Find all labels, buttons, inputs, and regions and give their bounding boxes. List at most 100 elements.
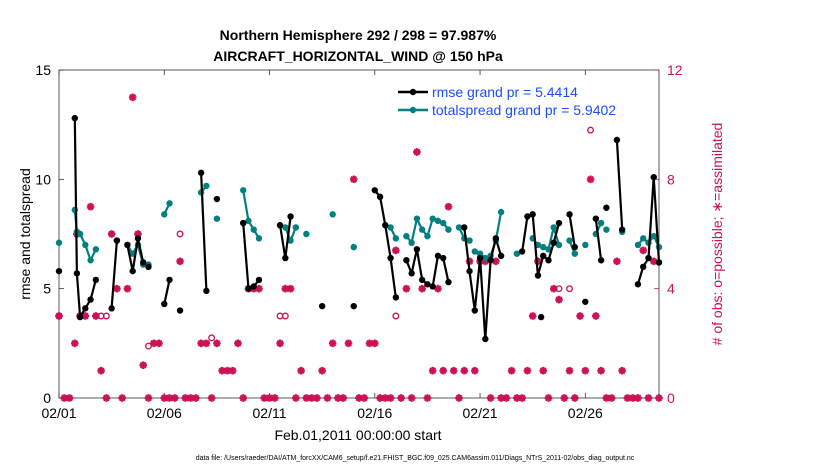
spread-point-13-1 xyxy=(387,224,394,231)
spread-point-8-3 xyxy=(255,235,263,242)
obs-assimilated-point-98 xyxy=(565,366,574,375)
spread-point-9-3 xyxy=(292,224,300,231)
obs-assimilated-point-24 xyxy=(176,257,184,266)
rmse-point-12-0 xyxy=(350,302,357,310)
obs-assimilated-point-59 xyxy=(360,394,369,402)
rmse-point-14-6 xyxy=(434,252,442,260)
obs-assimilated-point-42 xyxy=(270,394,279,402)
obs-assimilated-point-27 xyxy=(192,394,200,402)
chart-subtitle: AIRCRAFT_HORIZONTAL_WIND @ 150 hPa xyxy=(213,48,503,64)
obs-assimilated-point-61 xyxy=(370,339,379,348)
rmse-point-14-3 xyxy=(418,276,426,284)
obs-assimilated-point-108 xyxy=(618,366,626,375)
rmse-line-segment-20 xyxy=(594,218,603,261)
spread-point-11-0 xyxy=(329,211,336,218)
obs-assimilated-point-47 xyxy=(297,366,305,375)
rmse-point-4-0 xyxy=(145,263,152,270)
y-right-tick-label-3: 12 xyxy=(667,62,683,78)
obs-possible-point-4 xyxy=(145,342,152,350)
obs-possible-point-0 xyxy=(55,312,63,320)
spread-point-9-2 xyxy=(287,237,294,244)
obs-assimilated-point-89 xyxy=(518,394,526,402)
obs-assimilated-point-115 xyxy=(655,394,663,402)
obs-assimilated-point-99 xyxy=(570,394,579,402)
rmse-point-14-8 xyxy=(445,278,452,286)
rmse-point-14-0 xyxy=(403,257,410,264)
spread-point-20-0 xyxy=(566,237,573,244)
spread-point-8-1 xyxy=(245,217,252,225)
obs-assimilated-point-48 xyxy=(302,394,311,402)
rmse-point-16-5 xyxy=(545,257,552,264)
obs-assimilated-point-64 xyxy=(386,394,395,402)
spread-point-25-3 xyxy=(650,232,657,240)
obs-assimilated-point-35 xyxy=(234,339,242,348)
rmse-point-15-0 xyxy=(461,224,468,231)
rmse-point-9-0 xyxy=(240,219,247,227)
rmse-line-segment-2 xyxy=(110,240,118,309)
y-tick-label-3: 15 xyxy=(35,62,51,78)
rmse-point-16-7 xyxy=(555,219,563,227)
obs-assimilated-point-39 xyxy=(255,284,263,293)
obs-possible-point-6 xyxy=(208,334,216,342)
rmse-point-15-4 xyxy=(482,335,489,343)
x-axis: 02/01 02/06 02/11 02/16 02/21 02/26 xyxy=(41,70,603,421)
obs-assimilated-point-73 xyxy=(434,284,442,293)
obs-assimilated-point-66 xyxy=(397,394,405,402)
obs-assimilated-point-20 xyxy=(155,339,163,348)
spread-point-8-2 xyxy=(250,226,257,233)
spread-point-25-0 xyxy=(634,241,642,249)
obs-assimilated-point-43 xyxy=(276,339,284,348)
rmse-point-5-0 xyxy=(161,300,168,308)
rmse-point-14-7 xyxy=(440,254,447,262)
spread-point-23-0 xyxy=(603,226,610,233)
spread-point-0-0 xyxy=(55,239,63,246)
obs-assimilated-point-86 xyxy=(502,394,511,402)
spread-point-1-5 xyxy=(92,246,100,253)
rmse-point-23-2 xyxy=(645,254,652,262)
y-axis-label-right: # of obs: o=possible; ∗=assimilated xyxy=(709,123,725,346)
x-tick-label-0: 02/01 xyxy=(41,405,76,421)
rmse-point-16-1 xyxy=(524,213,531,220)
obs-assimilated-point-102 xyxy=(586,175,595,184)
legend-rmse-marker xyxy=(409,88,417,96)
spread-point-17-2 xyxy=(482,254,489,262)
legend: rmse grand pr = 5.4414 totalspread grand… xyxy=(398,84,616,118)
rmse-point-16-6 xyxy=(550,239,557,246)
y-tick-label-1: 5 xyxy=(43,281,51,297)
spread-point-14-1 xyxy=(408,239,415,246)
obs-possible-point-10 xyxy=(555,285,563,293)
rmse-point-13-3 xyxy=(387,254,394,262)
obs-assimilated-point-67 xyxy=(402,284,411,293)
rmse-point-9-1 xyxy=(245,285,252,292)
spread-point-14-2 xyxy=(413,215,421,222)
obs-assimilated-point-2 xyxy=(65,394,74,402)
rmse-point-7-1 xyxy=(203,287,210,295)
rmse-point-14-4 xyxy=(424,281,431,288)
obs-assimilated-point-111 xyxy=(634,394,642,402)
spread-point-21-0 xyxy=(582,241,589,249)
rmse-point-2-0 xyxy=(108,305,115,312)
spread-point-14-4 xyxy=(424,232,431,240)
obs-assimilated-point-46 xyxy=(292,394,300,402)
obs-assimilated-point-71 xyxy=(423,394,432,402)
spread-point-13-2 xyxy=(392,235,400,242)
obs-assimilated-point-3 xyxy=(70,339,79,348)
obs-assimilated-point-17 xyxy=(139,361,148,369)
spread-point-1-3 xyxy=(82,241,89,249)
rmse-point-1-1 xyxy=(73,270,81,277)
rmse-point-20-0 xyxy=(592,215,600,222)
spread-point-5-1 xyxy=(166,200,173,207)
y-axis-left: 0 5 10 15 xyxy=(35,62,64,406)
data-file-footer: data file: /Users/raeder/DAI/ATM_forcXX/… xyxy=(196,455,635,462)
rmse-point-7-0 xyxy=(197,169,205,176)
rmse-point-3-1 xyxy=(129,267,136,275)
spread-point-20-1 xyxy=(571,250,578,257)
x-tick-label-1: 02/06 xyxy=(147,405,182,421)
rmse-point-22-1 xyxy=(618,226,626,233)
obs-assimilated-point-72 xyxy=(428,366,437,375)
obs-assimilated-point-77 xyxy=(455,394,463,402)
obs-assimilated-point-97 xyxy=(560,394,569,402)
obs-assimilated-point-91 xyxy=(528,312,537,320)
obs-assimilated-point-34 xyxy=(228,366,237,375)
obs-assimilated-point-51 xyxy=(318,366,326,375)
